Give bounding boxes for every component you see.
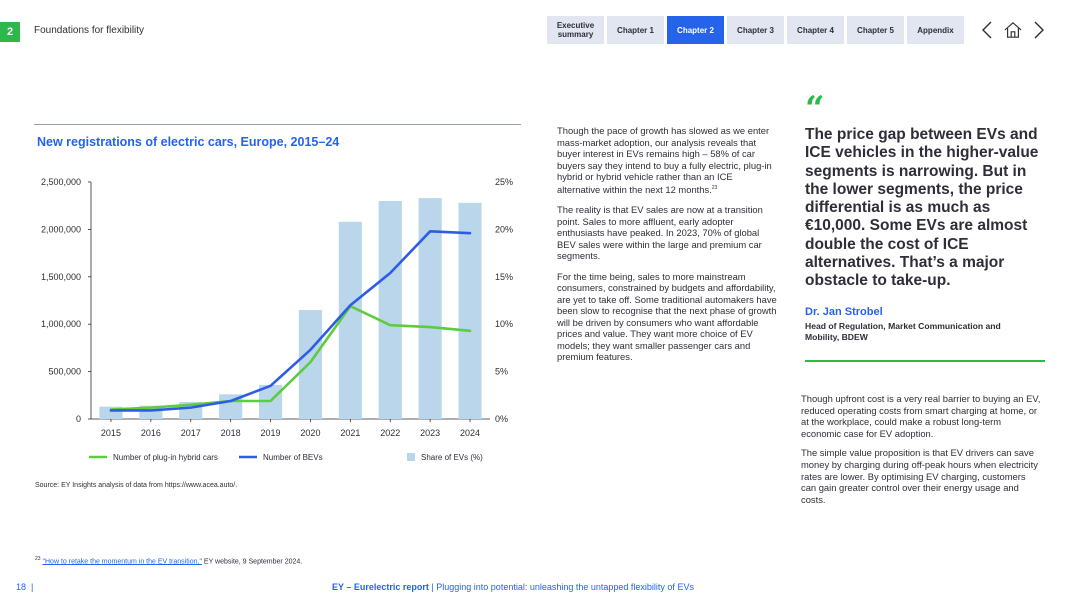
paragraph: For the time being, sales to more mainst… [557,270,777,363]
legend-plugin-hybrid-label: Number of plug-in hybrid cars [113,453,218,462]
legend-share-ev-swatch [407,453,415,461]
y-tick-label-right: 20% [495,224,513,234]
tab-chapter-1[interactable]: Chapter 1 [607,16,664,44]
middle-column-text: Though the pace of growth has slowed as … [557,125,777,372]
chapter-nav: Executive summary Chapter 1 Chapter 2 Chapt… [547,16,964,44]
quote-divider [805,360,1045,362]
x-tick-label: 2024 [460,428,480,438]
paragraph-text: Though the pace of growth has slowed as … [557,125,772,195]
y-tick-label-right: 5% [495,367,508,377]
chart-source: Source: EY Insights analysis of data fro… [35,482,238,489]
chart-top-rule [34,124,521,125]
y-tick-label-right: 15% [495,272,513,282]
y-tick-label-left: 1,000,000 [41,319,81,329]
report-subtitle: Plugging into potential: unleashing the … [436,582,694,592]
y-tick-label-left: 1,500,000 [41,272,81,282]
ev-registrations-chart: 0 500,000 1,000,000 1,500,000 2,000,000 2,500… [41,177,513,462]
pull-quote: The price gap between EVs and ICE vehicl… [805,126,1039,290]
page-number-separator: | [31,582,34,592]
legend-share-ev-label: Share of EVs (%) [421,453,483,462]
tab-chapter-3[interactable]: Chapter 3 [727,16,784,44]
section-number-badge: 2 [0,22,20,42]
chevron-right-icon[interactable] [1030,20,1048,40]
quote-mark-icon: “ [805,89,825,129]
legend-bev-label: Number of BEVs [263,453,323,462]
footnote-text: EY website, 9 September 2024. [201,558,303,566]
x-tick-label: 2021 [340,428,360,438]
nav-icons [978,20,1048,40]
paragraph: Though upfront cost is a very real barri… [801,393,1041,439]
report-footer: EY – Eurelectric report | Plugging into … [332,582,694,592]
y-tick-label-left: 500,000 [48,367,81,377]
bar-share-ev [338,221,362,419]
y-tick-label-right: 0% [495,414,508,424]
report-name: EY – Eurelectric report [332,582,429,592]
footnote-ref: 23 [711,184,718,191]
footnote-link[interactable]: "How to retake the momentum in the EV tr… [42,558,202,566]
y-tick-label-right: 10% [495,319,513,329]
y-tick-label-left: 2,500,000 [41,177,81,187]
paragraph: The simple value proposition is that EV … [801,447,1038,505]
x-tick-label: 2022 [380,428,400,438]
bar-share-ev [298,309,323,419]
quote-author: Dr. Jan Strobel [805,306,883,318]
bar-share-ev [378,200,402,419]
tab-appendix[interactable]: Appendix [907,16,964,44]
paragraph: Though the pace of growth has slowed as … [557,125,777,195]
x-tick-label: 2017 [181,428,201,438]
line-plugin-hybrid [109,304,472,411]
footer-divider: | [431,582,434,592]
y-tick-label-left: 0 [76,414,81,424]
x-tick-label: 2023 [420,428,440,438]
tab-chapter-2[interactable]: Chapter 2 [667,16,724,44]
quote-author-role: Head of Regulation, Market Communication… [805,321,1001,342]
x-tick-label: 2015 [101,428,121,438]
footnote: 23 "How to retake the momentum in the EV… [35,556,302,565]
home-icon[interactable] [1004,20,1022,40]
tab-chapter-5[interactable]: Chapter 5 [847,16,904,44]
page-number: 18 | [16,582,33,592]
tab-executive-summary[interactable]: Executive summary [547,16,604,44]
right-column-text: Though upfront cost is a very real barri… [801,393,1041,513]
chart-title: New registrations of electric cars, Euro… [37,135,340,149]
tab-chapter-4[interactable]: Chapter 4 [787,16,844,44]
chevron-left-icon[interactable] [978,20,996,40]
x-tick-label: 2019 [261,428,281,438]
bar-share-ev [418,198,442,419]
x-tick-label: 2020 [300,428,320,438]
footnote-number: 23 [35,556,41,562]
x-tick-label: 2016 [141,428,161,438]
page-number-value: 18 [16,582,27,592]
line-bev [109,229,472,412]
section-title: Foundations for flexibility [34,25,145,36]
bar-share-ev [458,202,482,419]
x-tick-label: 2018 [221,428,241,438]
y-tick-label-left: 2,000,000 [41,224,81,234]
paragraph: The reality is that EV sales are now at … [557,204,763,262]
y-tick-label-right: 25% [495,177,513,187]
